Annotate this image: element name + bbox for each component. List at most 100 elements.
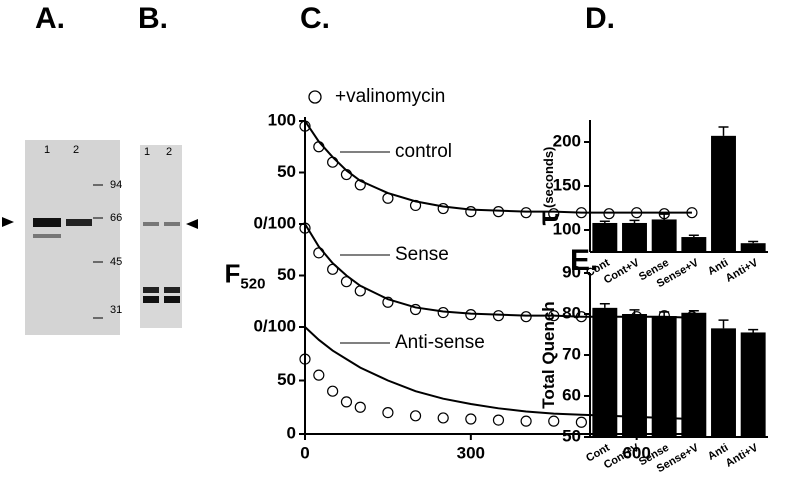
data-point [327, 263, 339, 275]
data-point [686, 207, 698, 219]
y-tick-label: 50 [277, 265, 296, 284]
bar [622, 222, 647, 252]
lane-label: 2 [166, 146, 172, 158]
data-point [437, 202, 449, 215]
data-point [299, 120, 311, 132]
legend-label: Sense [395, 244, 449, 265]
y-axis-label-main: F [225, 258, 241, 288]
arrowhead [2, 217, 14, 227]
y-tick-label: 100 [553, 219, 581, 238]
data-point [492, 310, 505, 322]
data-point [465, 206, 477, 218]
data-point [437, 412, 449, 424]
error-bar [629, 309, 640, 314]
bar [592, 307, 618, 437]
data-point [354, 285, 366, 297]
data-point [340, 168, 353, 181]
legend-label: +valinomycin [335, 86, 445, 107]
y-tick-label: 0 [287, 423, 296, 442]
data-point [313, 369, 325, 381]
data-point [575, 207, 587, 219]
data-point [354, 179, 366, 191]
x-tick-label: 0 [300, 443, 309, 462]
marker-label: 31 [110, 304, 122, 316]
data-point [437, 306, 449, 319]
error-bar [718, 126, 729, 136]
data-point [409, 199, 422, 212]
data-line [304, 326, 692, 421]
y-tick-label: 90 [562, 262, 581, 281]
data-point [409, 410, 422, 422]
data-point [520, 207, 532, 219]
arrowhead [186, 219, 198, 229]
marker-label: 45 [110, 256, 122, 268]
y-tick-label: 150 [553, 175, 581, 194]
y-axis-label-unit: (seconds) [541, 147, 556, 208]
y-axis-label: τ (seconds) [532, 147, 565, 226]
data-point [548, 415, 560, 427]
error-bar [659, 311, 670, 317]
data-point [548, 208, 560, 220]
x-tick-label: Anti+V [724, 256, 761, 284]
data-line [304, 120, 692, 214]
panel-label: C. [300, 2, 330, 35]
bar [651, 316, 677, 437]
y-axis-label-sub: 520 [240, 275, 265, 292]
error-bar [629, 219, 640, 223]
data-point [409, 303, 422, 316]
y-tick-label: 0/100 [253, 316, 296, 335]
lane-label: 1 [144, 146, 150, 158]
data-point [631, 207, 643, 219]
data-point [492, 414, 505, 426]
error-bar [748, 328, 759, 333]
x-tick-label: 600 [622, 443, 650, 462]
lane-label: 2 [73, 144, 79, 156]
x-tick-label: 300 [457, 443, 485, 462]
legend-label: control [395, 141, 452, 162]
y-tick-label: 50 [277, 370, 296, 389]
data-point [354, 401, 366, 413]
y-tick-label: 50 [562, 426, 581, 445]
y-axis-label: F520 [225, 258, 266, 292]
data-point [313, 141, 325, 153]
data-point [299, 353, 311, 365]
data-point [299, 222, 311, 234]
bar [592, 222, 618, 252]
data-point [382, 192, 394, 204]
bar [740, 243, 766, 252]
marker-label: 94 [110, 179, 122, 191]
data-point [548, 310, 560, 322]
data-point [492, 206, 505, 218]
bar [711, 328, 736, 437]
band [164, 296, 180, 303]
data-point [313, 247, 325, 259]
y-tick-label: 70 [562, 344, 581, 363]
band [33, 218, 61, 227]
x-tick-label: Anti+V [724, 441, 761, 469]
y-axis-label-main: τ [532, 212, 565, 225]
data-point [340, 396, 353, 408]
data-point [327, 385, 339, 397]
band [143, 222, 159, 226]
bar [681, 312, 707, 437]
y-tick-label: 80 [562, 303, 581, 322]
data-point [465, 413, 477, 425]
data-point [520, 415, 532, 427]
lane-label: 1 [44, 144, 50, 156]
panel-label: B. [138, 2, 168, 35]
error-bar [599, 220, 610, 223]
band [143, 287, 159, 293]
data-point [327, 156, 339, 168]
data-point [575, 416, 587, 428]
error-bar [659, 213, 670, 220]
data-point [520, 311, 532, 323]
error-bar [688, 234, 699, 238]
data-point [382, 407, 394, 419]
data-point [382, 296, 394, 308]
y-axis-label: Total Quench [539, 301, 558, 408]
panel-label: A. [35, 2, 65, 35]
error-bar [718, 319, 729, 329]
y-tick-label: 200 [553, 131, 581, 150]
data-point [575, 311, 587, 323]
legend-marker [308, 90, 322, 104]
